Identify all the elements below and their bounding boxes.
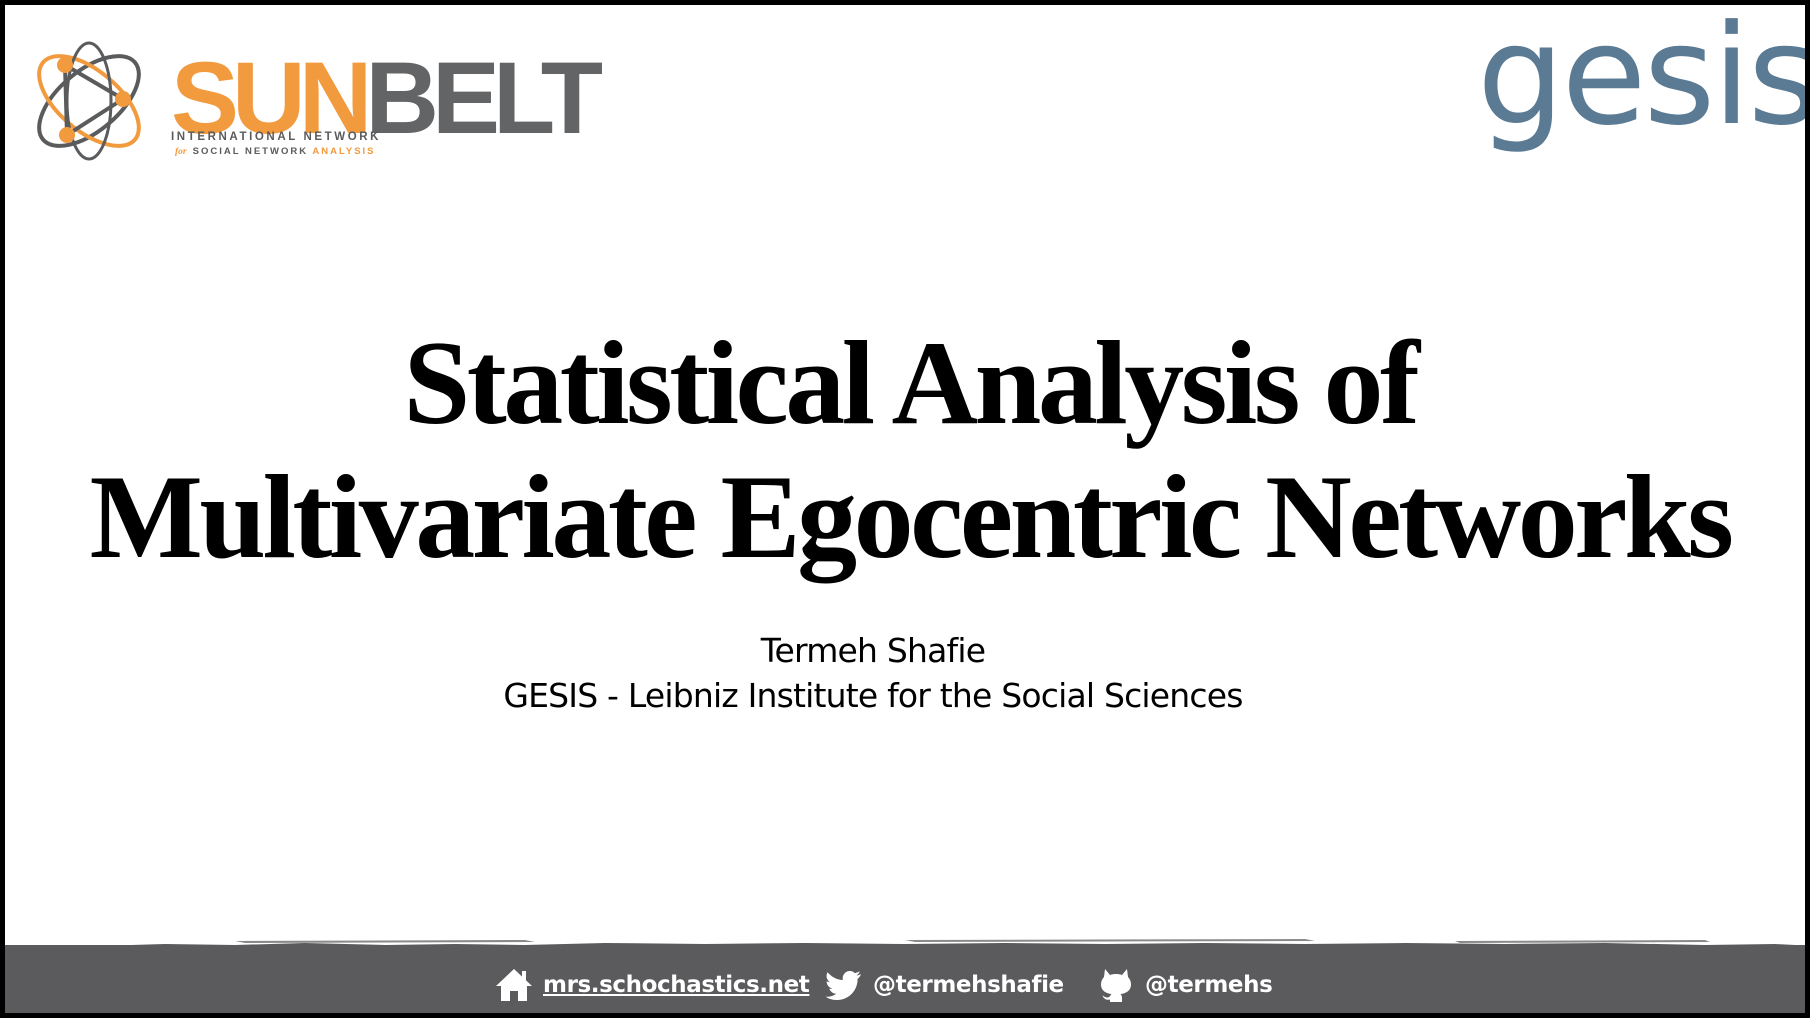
author-affiliation: GESIS - Leibniz Institute for the Social…: [503, 676, 1243, 715]
home-icon: [496, 969, 532, 1001]
footer-bar: [5, 945, 1805, 1013]
twitter-link[interactable]: @termehshafie: [825, 967, 1064, 1003]
title-line-1: Statistical Analysis of: [403, 316, 1420, 449]
author-name: Termeh Shafie: [760, 631, 986, 670]
sunbelt-tagline-line2: for SOCIAL NETWORK ANALYSIS: [175, 146, 376, 157]
title-line-2: Multivariate Egocentric Networks: [89, 450, 1734, 583]
network-emblem-icon: [37, 41, 141, 161]
github-link[interactable]: @termehs: [1097, 967, 1273, 1003]
gesis-logo: gesis: [1477, 0, 1810, 156]
twitter-icon: [825, 971, 861, 1000]
github-icon: [1101, 969, 1131, 1002]
website-label[interactable]: mrs.schochastics.net: [543, 972, 810, 998]
sunbelt-logo: SUNBELT INTERNATIONAL NETWORK for SOCIAL …: [23, 27, 613, 177]
sunbelt-wordmark: SUNBELT: [171, 41, 603, 155]
twitter-label[interactable]: @termehshafie: [873, 972, 1064, 998]
sunbelt-tagline-line1: INTERNATIONAL NETWORK: [171, 131, 382, 143]
github-label[interactable]: @termehs: [1145, 972, 1273, 998]
website-link[interactable]: mrs.schochastics.net: [495, 967, 810, 1003]
